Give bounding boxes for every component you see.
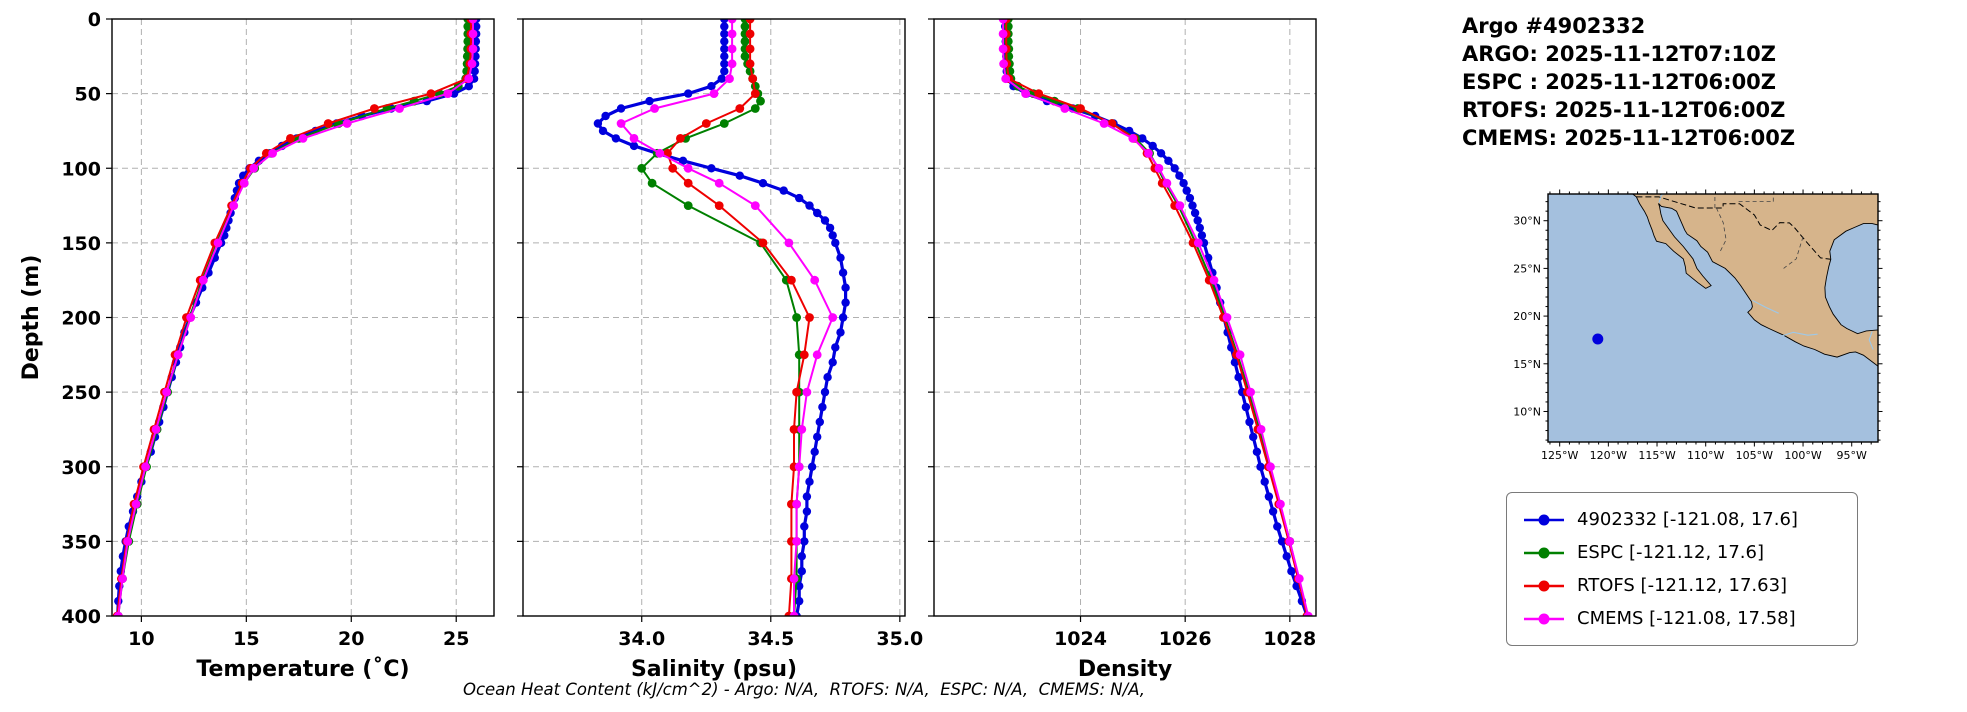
legend-label-cmems: CMEMS [-121.08, 17.58] (1577, 608, 1796, 629)
y-tick-label: 200 (61, 308, 101, 330)
x-tick-label: 1024 (1054, 628, 1107, 650)
gridlines (112, 18, 494, 617)
temperature-axis-label: Temperature (˚C) (196, 657, 409, 682)
state-boundary (1716, 207, 1727, 252)
x-tick-label: 15 (233, 628, 259, 650)
map-lat-label: 25°N (1513, 262, 1541, 275)
x-tick-label: 35.0 (876, 628, 923, 650)
map-lon-label: 120°W (1590, 449, 1627, 462)
x-tick-label: 20 (338, 628, 364, 650)
map-lon-label: 125°W (1541, 449, 1578, 462)
legend-label-argo: 4902332 [-121.08, 17.6] (1577, 509, 1798, 530)
location-map: 125°W 120°W 115°W 110°W 105°W 100°W 95°W 30°N 25… (1513, 189, 1883, 462)
header-info: Argo #4902332 ARGO: 2025-11-12T07:10Z ES… (1462, 12, 1795, 152)
map-lon-label: 115°W (1638, 449, 1675, 462)
river-line (1782, 331, 1818, 337)
series-cmems (113, 19, 478, 616)
cmems-timestamp: CMEMS: 2025-11-12T06:00Z (1462, 126, 1796, 150)
legend-label-espc: ESPC [-121.12, 17.6] (1577, 542, 1764, 563)
legend-marker-rtofs-icon (1524, 580, 1564, 591)
salinity-axis-label: Salinity (psu) (631, 657, 797, 682)
temperature-chart: 10 15 20 25050100150200250300350400Temperat… (19, 9, 495, 682)
y-tick-label: 150 (61, 233, 101, 255)
density-axis-label: Density (1078, 657, 1172, 682)
argo-timestamp: ARGO: 2025-11-12T07:10Z (1462, 42, 1776, 66)
espc-timestamp: ESPC : 2025-11-12T06:00Z (1462, 70, 1777, 94)
y-tick-label: 250 (61, 382, 101, 404)
salinity-chart: 34.0 34.5 35.0 Salinity (psu) (517, 18, 923, 682)
us-mexico-border (1636, 196, 1831, 260)
page-title: Argo #4902332 (1462, 14, 1646, 38)
density-chart: 1024 1026 1028 Density (928, 18, 1317, 682)
series-cmems (998, 19, 1313, 616)
ocean-heat-caption: Ocean Heat Content (kJ/cm^2) - Argo: N/A… (462, 680, 1146, 699)
series-rtofs (663, 19, 814, 616)
y-tick-label: 0 (88, 9, 101, 31)
legend-marker-espc-icon (1524, 547, 1564, 558)
depth-axis-label: Depth (m) (19, 255, 44, 381)
y-tick-label: 300 (61, 457, 101, 479)
y-tick-label: 400 (61, 606, 101, 628)
x-tick-label: 10 (128, 628, 154, 650)
y-tick-label: 350 (61, 531, 101, 553)
x-tick-label: 1028 (1263, 628, 1316, 650)
x-tick-label: 34.5 (747, 628, 794, 650)
legend-label-rtofs: RTOFS [-121.12, 17.63] (1577, 575, 1788, 596)
map-ticks (1543, 189, 1883, 447)
map-lon-label: 95°W (1837, 449, 1867, 462)
legend-item-espc: ESPC [-121.12, 17.6] (1521, 536, 1843, 569)
legend-item-rtofs: RTOFS [-121.12, 17.63] (1521, 569, 1843, 602)
x-tick-label: 1026 (1159, 628, 1212, 650)
map-lat-label: 10°N (1513, 405, 1541, 418)
map-lon-label: 105°W (1736, 449, 1773, 462)
legend-marker-argo-icon (1524, 514, 1564, 525)
legend-item-cmems: CMEMS [-121.08, 17.58] (1521, 602, 1843, 635)
y-tick-label: 50 (75, 84, 101, 106)
river-line (1868, 331, 1874, 350)
legend-marker-cmems-icon (1524, 613, 1564, 624)
state-boundary (1783, 236, 1804, 269)
legend-item-argo: 4902332 [-121.08, 17.6] (1521, 503, 1843, 536)
rtofs-timestamp: RTOFS: 2025-11-12T06:00Z (1462, 98, 1786, 122)
y-tick-label: 100 (61, 158, 101, 180)
profile-charts: 10 15 20 25050100150200250300350400Temperat… (19, 9, 1317, 682)
map-lat-label: 30°N (1513, 215, 1541, 228)
series-4902332 (593, 19, 850, 616)
land-area (1631, 194, 1878, 367)
river-line (1752, 299, 1779, 314)
legend: 4902332 [-121.08, 17.6] ESPC [-121.12, 1… (1506, 492, 1858, 646)
gridlines (523, 18, 905, 617)
map-geography (1548, 194, 1878, 442)
map-lon-label: 100°W (1784, 449, 1821, 462)
series-cmems (616, 19, 838, 616)
info-panel: Argo #4902332 ARGO: 2025-11-12T07:10Z ES… (1462, 0, 1967, 712)
map-lon-label: 110°W (1687, 449, 1724, 462)
x-tick-label: 25 (443, 628, 469, 650)
float-position-dot (1592, 333, 1604, 345)
map-lat-label: 20°N (1513, 310, 1541, 323)
gridlines (934, 18, 1316, 617)
x-tick-label: 34.0 (618, 628, 665, 650)
map-frame (1547, 193, 1879, 443)
map-lat-label: 15°N (1513, 358, 1541, 371)
